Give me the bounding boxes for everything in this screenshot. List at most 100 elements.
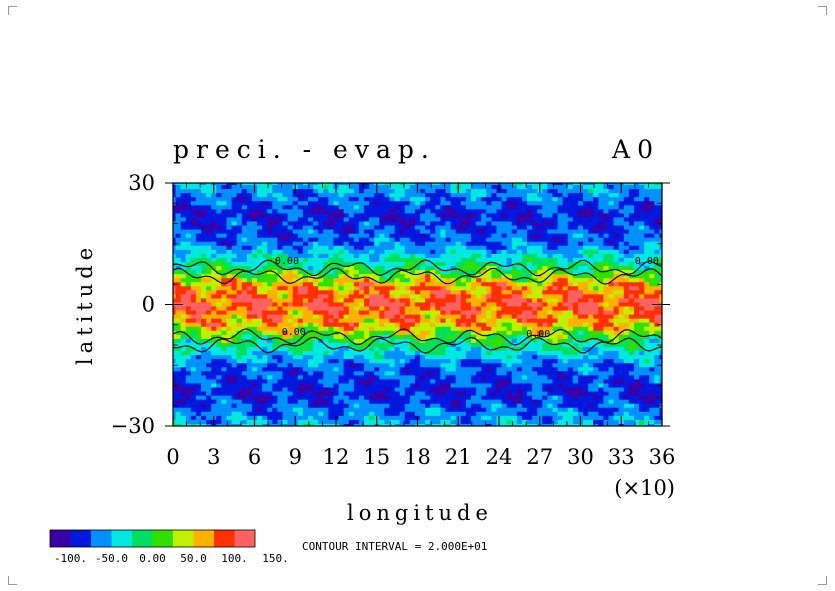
field-cell xyxy=(430,298,436,304)
field-cell xyxy=(613,229,620,235)
field-cell xyxy=(603,363,610,368)
field-cell xyxy=(287,274,294,279)
field-cell xyxy=(450,278,457,283)
field-cell xyxy=(175,253,182,259)
field-cell xyxy=(297,375,304,381)
field-cell xyxy=(374,342,380,348)
field-cell xyxy=(267,278,273,283)
field-cell xyxy=(465,282,472,287)
field-cell xyxy=(628,229,635,235)
field-cell xyxy=(618,383,625,389)
field-cell xyxy=(440,270,447,275)
field-cell xyxy=(435,290,442,295)
field-cell xyxy=(628,201,635,206)
field-cell xyxy=(318,245,324,251)
field-cell xyxy=(348,379,355,385)
field-cell xyxy=(572,197,579,202)
field-cell xyxy=(496,302,503,308)
field-cell xyxy=(404,261,411,267)
field-cell xyxy=(236,367,243,372)
field-cell xyxy=(491,302,498,308)
field-cell xyxy=(369,201,375,206)
field-cell xyxy=(476,270,482,275)
field-cell xyxy=(511,257,518,263)
field-cell xyxy=(420,189,426,194)
field-cell xyxy=(180,193,187,198)
field-cell xyxy=(338,217,345,223)
field-cell xyxy=(659,375,662,381)
field-cell xyxy=(598,355,605,360)
field-cell xyxy=(328,274,335,279)
field-cell xyxy=(399,205,406,210)
field-cell xyxy=(297,270,304,275)
field-cell xyxy=(481,185,487,190)
field-cell xyxy=(175,342,182,348)
field-cell xyxy=(527,221,533,227)
field-cell xyxy=(307,286,314,291)
field-cell xyxy=(277,314,284,320)
field-cell xyxy=(511,379,518,385)
field-cell xyxy=(333,245,340,251)
field-cell xyxy=(302,245,309,251)
field-cell xyxy=(267,270,273,275)
field-cell xyxy=(501,379,508,385)
field-cell xyxy=(277,261,284,267)
field-cell xyxy=(364,375,370,381)
field-cell xyxy=(486,367,492,372)
field-cell xyxy=(562,310,569,316)
field-cell xyxy=(537,371,543,376)
field-cell xyxy=(588,278,594,283)
field-cell xyxy=(195,351,202,356)
field-cell xyxy=(445,367,452,372)
field-cell xyxy=(511,355,518,360)
field-cell xyxy=(236,310,243,316)
field-cell xyxy=(460,197,467,202)
field-cell xyxy=(450,314,457,320)
field-cell xyxy=(460,347,467,352)
field-cell xyxy=(358,193,365,198)
field-cell xyxy=(633,274,640,279)
field-cell xyxy=(272,359,279,364)
field-cell xyxy=(450,201,457,206)
field-cell xyxy=(201,189,207,194)
field-cell xyxy=(547,342,554,348)
field-cell xyxy=(394,261,401,267)
field-cell xyxy=(562,322,569,328)
field-cell xyxy=(430,183,436,186)
field-cell xyxy=(649,322,655,328)
field-cell xyxy=(297,306,304,312)
field-cell xyxy=(343,318,350,324)
field-cell xyxy=(450,326,457,332)
field-cell xyxy=(389,253,396,259)
field-cell xyxy=(379,282,385,287)
field-cell xyxy=(440,209,447,214)
field-cell xyxy=(532,298,538,304)
field-cell xyxy=(639,241,645,247)
field-cell xyxy=(628,318,635,324)
field-cell xyxy=(216,237,222,243)
field-cell xyxy=(628,330,635,336)
field-cell xyxy=(379,266,385,271)
field-cell xyxy=(323,249,329,255)
field-cell xyxy=(246,326,253,332)
field-cell xyxy=(364,278,370,283)
field-cell xyxy=(420,367,426,372)
field-cell xyxy=(348,342,355,348)
field-cell xyxy=(221,371,228,376)
field-cell xyxy=(201,221,207,227)
field-cell xyxy=(231,201,238,206)
crop-mark-bottom-left xyxy=(8,576,17,585)
field-cell xyxy=(409,375,416,381)
field-cell xyxy=(358,359,365,364)
field-cell xyxy=(206,183,212,186)
field-cell xyxy=(241,193,248,198)
field-cell xyxy=(593,253,599,259)
field-cell xyxy=(374,379,380,385)
field-cell xyxy=(353,290,360,295)
field-cell xyxy=(195,322,202,328)
field-cell xyxy=(282,282,289,287)
field-cell xyxy=(348,225,355,231)
field-cell xyxy=(623,217,630,223)
field-cell xyxy=(323,282,329,287)
field-cell xyxy=(450,249,457,255)
